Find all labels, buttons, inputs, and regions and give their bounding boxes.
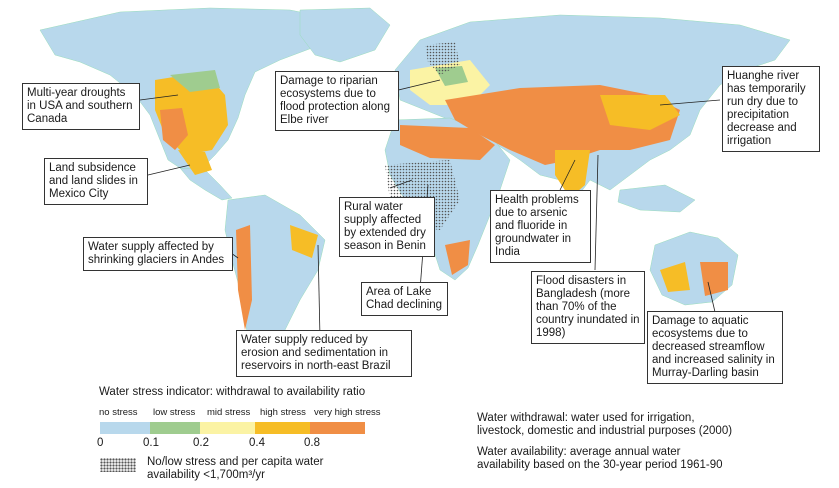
legend-label-high-stress: high stress bbox=[260, 407, 306, 418]
legend-label-mid-stress: mid stress bbox=[207, 407, 251, 418]
callout-mexico-city: Land subsidence and land slides in Mexic… bbox=[44, 158, 148, 205]
stress-region-australia-se bbox=[700, 262, 728, 296]
callout-india-health: Health problems due to arsenic and fluor… bbox=[490, 190, 591, 263]
legend-tick-0-1: 0.1 bbox=[143, 437, 159, 449]
note-water-availability: Water availability: average annual water… bbox=[477, 446, 723, 472]
callout-murray-darling: Damage to aquatic ecosystems due to decr… bbox=[647, 311, 783, 384]
legend-stipple-swatch bbox=[100, 458, 136, 472]
note-water-withdrawal-line1: Water withdrawal: water used for irrigat… bbox=[477, 412, 695, 424]
stress-region-north-africa bbox=[400, 125, 495, 160]
legend-swatch-very-high-stress bbox=[310, 422, 365, 434]
legend-tick-0-2: 0.2 bbox=[193, 437, 209, 449]
callout-bangladesh: Flood disasters in Bangladesh (more than… bbox=[531, 271, 645, 344]
note-water-withdrawal-line2: livestock, domestic and industrial purpo… bbox=[477, 425, 733, 437]
legend-swatch-high-stress bbox=[255, 422, 310, 434]
legend-tick-0-8: 0.8 bbox=[304, 437, 320, 449]
callout-lake-chad: Area of Lake Chad declining bbox=[361, 282, 448, 316]
stress-region-canada-low bbox=[170, 70, 220, 92]
callout-usa-droughts: Multi-year droughts in USA and southern … bbox=[22, 83, 140, 130]
callout-andes-glaciers: Water supply affected by shrinking glaci… bbox=[83, 237, 233, 271]
stress-region-us-west bbox=[160, 108, 188, 150]
legend-stipple-label-line2: availability <1,700m³/yr bbox=[147, 469, 265, 481]
legend-label-no-stress: no stress bbox=[99, 407, 138, 418]
stippled-region-europe bbox=[425, 42, 460, 75]
stress-region-southern-africa bbox=[445, 240, 470, 275]
legend-swatch-low-stress bbox=[150, 422, 200, 434]
legend-label-low-stress: low stress bbox=[153, 407, 196, 418]
stress-region-china-high bbox=[600, 95, 680, 130]
callout-huanghe: Huanghe river has temporarily run dry du… bbox=[722, 66, 820, 152]
callout-ne-brazil: Water supply reduced by erosion and sedi… bbox=[236, 330, 412, 377]
southeast-asia-islands bbox=[617, 184, 696, 213]
callout-benin: Rural water supply affected by extended … bbox=[339, 197, 435, 257]
stress-region-india bbox=[555, 150, 590, 198]
legend-title: Water stress indicator: withdrawal to av… bbox=[99, 386, 366, 398]
legend-label-very-high-stress: very high stress bbox=[314, 407, 381, 418]
greenland-landmass bbox=[299, 7, 391, 63]
note-water-availability-line1: Water availability: average annual water bbox=[477, 446, 681, 458]
central-america-landmass bbox=[179, 167, 233, 201]
note-water-withdrawal: Water withdrawal: water used for irrigat… bbox=[477, 412, 732, 438]
legend-swatch-mid-stress bbox=[200, 422, 255, 434]
note-water-availability-line2: availability based on the 30-year period… bbox=[477, 459, 723, 471]
legend-tick-0-4: 0.4 bbox=[249, 437, 265, 449]
stress-region-ne-brazil bbox=[290, 225, 318, 258]
callout-elbe: Damage to riparian ecosystems due to flo… bbox=[275, 71, 399, 131]
legend-swatch-no-stress bbox=[100, 422, 150, 434]
stress-region-mexico bbox=[178, 150, 212, 175]
legend-stipple-label-line1: No/low stress and per capita water bbox=[147, 456, 324, 468]
stress-region-australia-w bbox=[660, 262, 690, 292]
legend-stipple-label: No/low stress and per capita water avail… bbox=[147, 456, 323, 482]
legend-tick-0: 0 bbox=[97, 437, 104, 449]
stress-region-andes bbox=[236, 225, 252, 330]
